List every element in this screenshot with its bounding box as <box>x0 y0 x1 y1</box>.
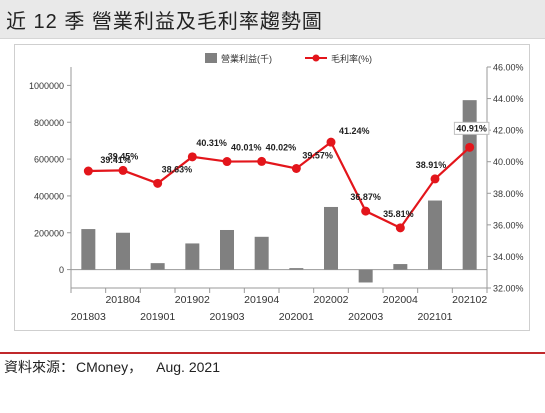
y-right-tick-label: 44.00% <box>493 94 524 104</box>
margin-data-label: 40.91% <box>456 123 487 133</box>
chart-frame: 0 200000 400000 600000 800000 1000000 32.00% 34… <box>14 44 530 331</box>
margin-point <box>187 152 197 162</box>
margin-data-label: 36.87% <box>350 192 381 202</box>
y-left-tick-label: 1000000 <box>29 81 64 91</box>
source-value: CMoney， <box>76 359 143 375</box>
y-right-tick-label: 42.00% <box>493 126 524 136</box>
bar <box>324 206 338 270</box>
margin-point <box>118 165 128 175</box>
margin-point <box>430 174 440 184</box>
margin-data-label: 39.45% <box>108 151 139 161</box>
x-tick-label: 202003 <box>348 311 383 323</box>
margin-data-label: 35.81% <box>383 209 414 219</box>
bar <box>254 236 269 270</box>
legend-bar-swatch <box>205 53 217 63</box>
x-tick-label: 202002 <box>313 294 348 306</box>
x-tick-label: 201904 <box>244 294 279 306</box>
x-tick-label: 202001 <box>279 311 314 323</box>
y-left-tick-label: 0 <box>59 265 64 275</box>
bar <box>150 263 165 270</box>
legend-bar-label: 營業利益(千) <box>221 53 272 64</box>
source-label: 資料來源： <box>4 360 74 376</box>
x-tick-label: 202101 <box>417 311 452 323</box>
margin-point <box>465 142 475 152</box>
bar <box>116 232 130 270</box>
margin-data-label: 39.57% <box>302 151 333 161</box>
margin-point <box>326 137 336 147</box>
x-tick-label: 201901 <box>140 311 175 323</box>
bar <box>289 268 304 270</box>
combo-chart: 0 200000 400000 600000 800000 1000000 32.00% 34… <box>29 53 524 323</box>
y-right-tick-label: 34.00% <box>493 252 524 262</box>
data-label-box <box>453 121 490 135</box>
margin-point <box>257 156 267 166</box>
margin-point <box>153 178 163 188</box>
x-tick-label: 201803 <box>71 311 106 323</box>
page-title: 近 12 季 營業利益及毛利率趨勢圖 <box>6 11 323 33</box>
margin-point <box>361 206 371 216</box>
margin-line <box>88 140 471 230</box>
margin-point <box>222 157 232 167</box>
source-date: Aug. 2021 <box>156 359 220 375</box>
legend-line-marker <box>312 54 320 62</box>
x-tick-label: 202102 <box>452 294 487 306</box>
title-bar: 近 12 季 營業利益及毛利率趨勢圖 <box>0 0 545 39</box>
legend-line-label: 毛利率(%) <box>331 53 372 64</box>
bar <box>81 229 96 270</box>
margin-data-label: 38.63% <box>162 164 193 174</box>
bar <box>185 243 200 270</box>
margin-data-label: 41.24% <box>339 126 370 136</box>
margin-data-label: 38.91% <box>416 160 447 170</box>
margin-data-label: 40.02% <box>266 142 297 152</box>
y-left-tick-label: 400000 <box>34 191 64 201</box>
margin-data-label: 40.31% <box>196 138 227 148</box>
y-right-tick-label: 46.00% <box>493 63 524 73</box>
bar <box>428 200 442 270</box>
y-left-tick-label: 600000 <box>34 155 64 165</box>
bar <box>393 264 408 270</box>
x-tick-label: 201804 <box>105 294 140 306</box>
y-right-tick-label: 38.00% <box>493 189 524 199</box>
y-right-tick-label: 36.00% <box>493 220 524 230</box>
margin-point <box>395 223 405 233</box>
source-divider <box>0 352 545 354</box>
margin-data-label: 40.01% <box>231 143 262 153</box>
y-right-tick-label: 40.00% <box>493 157 524 167</box>
source-note: 資料來源： CMoney， Aug. 2021 <box>4 357 220 377</box>
margin-data-label: 39.41% <box>100 155 131 165</box>
x-tick-label: 201902 <box>175 294 210 306</box>
bar <box>462 100 477 270</box>
bar <box>358 269 373 283</box>
y-right-tick-label: 32.00% <box>493 284 524 294</box>
x-tick-label: 201903 <box>209 311 244 323</box>
x-tick-label: 202004 <box>383 294 418 306</box>
bar <box>220 229 234 270</box>
y-left-tick-label: 200000 <box>34 228 64 238</box>
margin-point <box>291 164 301 174</box>
margin-point <box>83 166 93 176</box>
y-left-tick-label: 800000 <box>34 118 64 128</box>
